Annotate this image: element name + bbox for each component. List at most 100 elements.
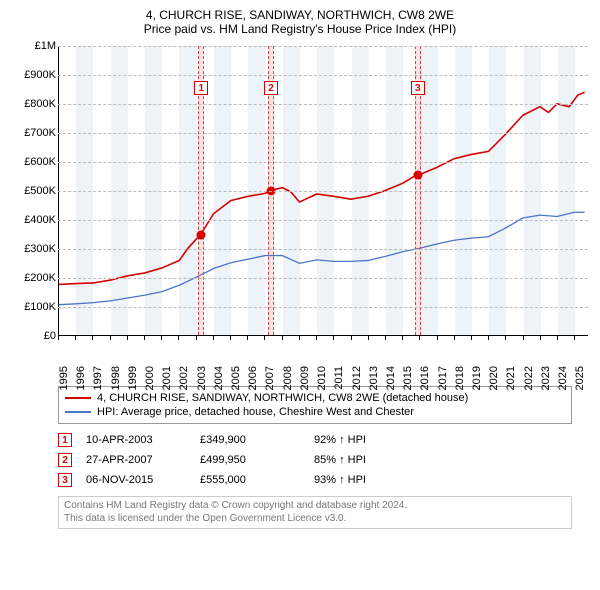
gridline	[58, 104, 588, 105]
x-tick-mark	[471, 336, 472, 340]
event-row: 306-NOV-2015£555,00093% ↑ HPI	[58, 470, 572, 490]
x-tick-mark	[437, 336, 438, 340]
x-tick-label: 2017	[437, 366, 449, 390]
event-marker: 2	[58, 453, 72, 467]
x-tick-label: 2001	[161, 366, 173, 390]
footer-line1: Contains HM Land Registry data © Crown c…	[64, 500, 566, 513]
x-tick-mark	[92, 336, 93, 340]
x-tick-label: 2015	[402, 366, 414, 390]
events-table: 1 10-APR-2003 £349,900 92% ↑ HPI 2 27-APR-200…	[58, 430, 572, 490]
legend-row: 4, CHURCH RISE, SANDIWAY, NORTHWICH, CW8…	[65, 391, 565, 405]
legend-swatch	[65, 397, 91, 399]
x-tick-label: 2011	[333, 366, 345, 390]
x-tick-mark	[454, 336, 455, 340]
y-tick-label: £900K	[10, 69, 56, 81]
sale-dot	[413, 171, 422, 180]
x-tick-mark	[282, 336, 283, 340]
x-tick-label: 1999	[127, 366, 139, 390]
x-tick-mark	[402, 336, 403, 340]
x-tick-label: 2024	[557, 366, 569, 390]
x-tick-mark	[144, 336, 145, 340]
x-tick-mark	[333, 336, 334, 340]
x-tick-mark	[419, 336, 420, 340]
event-date: 27-APR-2007	[76, 454, 196, 466]
x-tick-label: 2019	[471, 366, 483, 390]
x-tick-label: 2023	[540, 366, 552, 390]
x-tick-mark	[247, 336, 248, 340]
x-tick-label: 2016	[419, 366, 431, 390]
legend-label: 4, CHURCH RISE, SANDIWAY, NORTHWICH, CW8…	[97, 392, 468, 404]
x-tick-mark	[316, 336, 317, 340]
x-tick-label: 2014	[385, 366, 397, 390]
x-tick-mark	[127, 336, 128, 340]
sale-dot	[197, 230, 206, 239]
x-tick-label: 2013	[368, 366, 380, 390]
footer-attribution: Contains HM Land Registry data © Crown c…	[58, 496, 572, 529]
x-tick-mark	[264, 336, 265, 340]
x-tick-mark	[299, 336, 300, 340]
event-pct: 85% ↑ HPI	[314, 454, 572, 466]
footer-line2: This data is licensed under the Open Gov…	[64, 513, 566, 526]
series-hpi	[59, 212, 585, 304]
chart: 123 £0£100K£200K£300K£400K£500K£600K£700…	[10, 42, 590, 382]
x-tick-label: 2022	[523, 366, 535, 390]
x-tick-mark	[110, 336, 111, 340]
x-tick-mark	[230, 336, 231, 340]
y-tick-label: £0	[10, 330, 56, 342]
legend: 4, CHURCH RISE, SANDIWAY, NORTHWICH, CW8…	[58, 386, 572, 424]
x-tick-label: 2012	[351, 366, 363, 390]
series-property	[59, 92, 585, 284]
sale-marker-box: 2	[264, 81, 278, 95]
x-tick-mark	[385, 336, 386, 340]
legend-swatch	[65, 411, 91, 413]
legend-row: HPI: Average price, detached house, Ches…	[65, 405, 565, 419]
event-pct: 92% ↑ HPI	[314, 434, 572, 446]
x-tick-label: 2025	[574, 366, 586, 390]
x-tick-mark	[368, 336, 369, 340]
sale-marker-box: 3	[411, 81, 425, 95]
x-tick-mark	[523, 336, 524, 340]
y-tick-label: £400K	[10, 214, 56, 226]
y-tick-label: £500K	[10, 185, 56, 197]
x-tick-mark	[488, 336, 489, 340]
x-tick-mark	[178, 336, 179, 340]
x-tick-label: 2008	[282, 366, 294, 390]
x-tick-mark	[161, 336, 162, 340]
y-tick-label: £1M	[10, 40, 56, 52]
event-price: £349,900	[200, 434, 310, 446]
x-tick-label: 2009	[299, 366, 311, 390]
x-tick-mark	[58, 336, 59, 340]
x-tick-label: 1996	[75, 366, 87, 390]
gridline	[58, 191, 588, 192]
x-tick-label: 2020	[488, 366, 500, 390]
event-date: 06-NOV-2015	[76, 474, 196, 486]
y-tick-label: £100K	[10, 301, 56, 313]
event-pct: 93% ↑ HPI	[314, 474, 572, 486]
gridline	[58, 249, 588, 250]
event-date: 10-APR-2003	[76, 434, 196, 446]
title-address: 4, CHURCH RISE, SANDIWAY, NORTHWICH, CW8…	[10, 8, 590, 22]
x-tick-mark	[351, 336, 352, 340]
gridline	[58, 46, 588, 47]
x-tick-mark	[213, 336, 214, 340]
gridline	[58, 133, 588, 134]
y-tick-label: £200K	[10, 272, 56, 284]
gridline	[58, 307, 588, 308]
x-tick-label: 2005	[230, 366, 242, 390]
x-tick-mark	[75, 336, 76, 340]
y-tick-label: £700K	[10, 127, 56, 139]
event-row: 2 27-APR-2007 £499,950 85% ↑ HPI	[58, 450, 572, 470]
gridline	[58, 220, 588, 221]
x-tick-label: 2004	[213, 366, 225, 390]
x-tick-label: 2021	[505, 366, 517, 390]
sale-marker-box: 1	[194, 81, 208, 95]
x-tick-label: 2018	[454, 366, 466, 390]
event-price: £499,950	[200, 454, 310, 466]
title-subtitle: Price paid vs. HM Land Registry's House …	[10, 22, 590, 36]
gridline	[58, 278, 588, 279]
event-marker: 3	[58, 473, 72, 487]
x-tick-label: 1997	[92, 366, 104, 390]
event-marker: 1	[58, 433, 72, 447]
x-tick-mark	[557, 336, 558, 340]
x-tick-mark	[540, 336, 541, 340]
